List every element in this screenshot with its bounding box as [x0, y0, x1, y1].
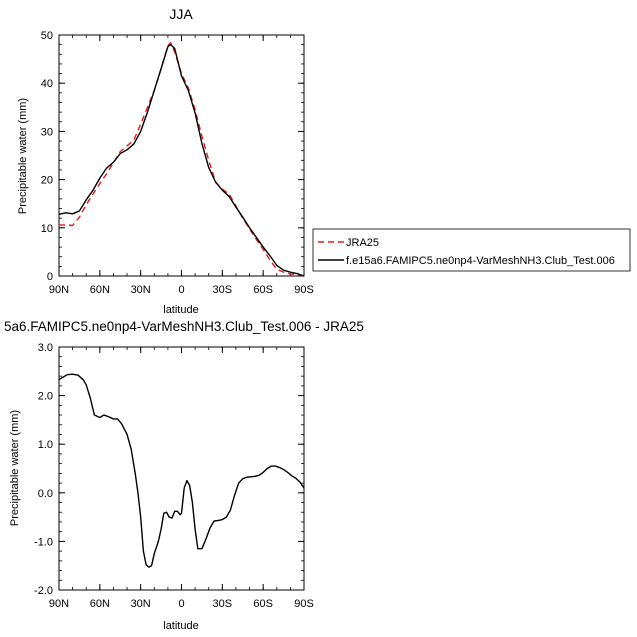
chart1-y-tick-label: 2.0 [38, 391, 53, 403]
chart0-x-tick-label: 0 [178, 284, 184, 296]
chart0-y-tick-label: 30 [41, 126, 53, 138]
chart0-x-tick-label: 60N [90, 284, 110, 296]
top-plot-frame [58, 34, 305, 277]
legend-box [312, 228, 631, 272]
bottom-chart: 5a6.FAMIPC5.ne0np4-VarMeshNH3.Club_Test.… [4, 319, 364, 632]
chart1-y-tick-label: 0.0 [38, 488, 53, 500]
bottom-y-axis-label: Precipitable water (mm) [9, 410, 21, 526]
top-x-axis-label: latitude [163, 304, 198, 316]
chart1-x-tick-label: 60N [90, 598, 110, 610]
legend: JRA25 f.e15a6.FAMIPC5.ne0np4-VarMeshNH3.… [312, 228, 631, 272]
chart0-series-line-0 [59, 42, 305, 277]
chart0-y-tick-label: 10 [41, 223, 53, 235]
bottom-chart-title: 5a6.FAMIPC5.ne0np4-VarMeshNH3.Club_Test.… [4, 319, 364, 334]
chart1-y-tick-label: 1.0 [38, 439, 53, 451]
chart1-x-tick-label: 30N [131, 598, 151, 610]
bottom-axis-ticks: 90N 60N 30N 0 30S 60S 90S 3.0 2.0 1.0 0.0 -1.0 -2.0 [34, 342, 314, 610]
legend-label-model: f.e15a6.FAMIPC5.ne0np4-VarMeshNH3.Club_T… [346, 255, 615, 267]
chart0-x-tick-label: 30N [131, 284, 151, 296]
top-chart: JJA 90N 60N 30N 0 30S 60S 90S 0 10 20 30 40 50 Preci… [17, 6, 314, 316]
chart1-y-tick-label: -2.0 [34, 585, 53, 597]
chart0-y-tick-label: 40 [41, 78, 53, 90]
chart1-x-tick-label: 60S [253, 598, 273, 610]
bottom-series-lines [58, 373, 305, 568]
top-chart-title: JJA [169, 6, 193, 22]
chart0-x-tick-label: 60S [253, 284, 273, 296]
chart1-x-tick-label: 30S [213, 598, 233, 610]
chart1-x-tick-label: 90N [49, 598, 69, 610]
chart0-series-line-1 [58, 43, 305, 277]
chart1-y-tick-label: 3.0 [38, 342, 53, 354]
chart0-x-tick-label: 30S [213, 284, 233, 296]
chart0-x-tick-label: 90S [294, 284, 314, 296]
top-y-axis-label: Precipitable water (mm) [17, 98, 29, 214]
chart1-x-tick-label: 90S [294, 598, 314, 610]
bottom-x-axis-label: latitude [163, 620, 198, 632]
chart0-y-tick-label: 50 [41, 30, 53, 42]
chart1-series-line-0 [58, 373, 305, 568]
chart0-y-tick-label: 0 [47, 271, 53, 283]
chart0-x-tick-label: 90N [49, 284, 69, 296]
top-series-lines [58, 42, 305, 277]
legend-label-jra25: JRA25 [346, 237, 379, 249]
chart1-y-tick-label: -1.0 [34, 536, 53, 548]
top-axis-ticks: 90N 60N 30N 0 30S 60S 90S 0 10 20 30 40 50 [41, 30, 314, 296]
chart1-x-tick-label: 0 [178, 598, 184, 610]
chart0-y-tick-label: 20 [41, 175, 53, 187]
